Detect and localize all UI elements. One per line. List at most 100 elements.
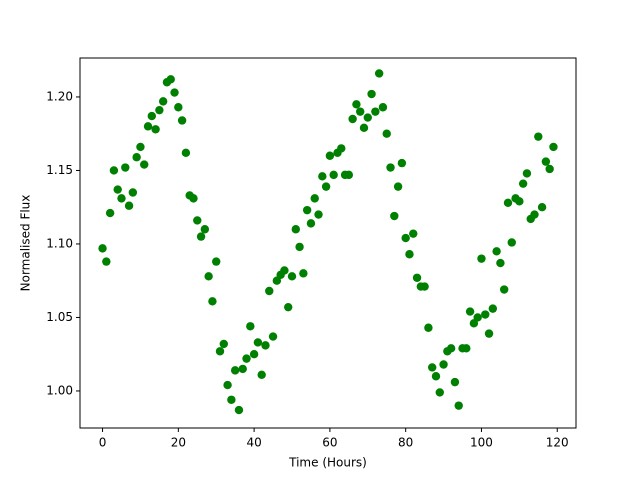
data-point xyxy=(117,194,126,203)
data-point xyxy=(295,242,304,252)
data-point xyxy=(397,158,407,168)
data-point xyxy=(318,172,327,181)
plot-frame xyxy=(79,57,577,429)
data-point xyxy=(537,203,547,212)
x-tick-label: 20 xyxy=(171,436,186,450)
data-point xyxy=(136,142,145,152)
data-point xyxy=(359,123,369,133)
data-point xyxy=(374,69,384,78)
y-tick-label: 1.00 xyxy=(46,383,73,397)
data-point xyxy=(382,129,391,138)
data-point xyxy=(155,105,164,115)
data-point xyxy=(465,307,475,316)
data-point xyxy=(242,354,251,363)
data-point xyxy=(431,372,441,381)
data-point xyxy=(151,125,160,134)
data-point xyxy=(268,332,278,341)
data-point xyxy=(428,363,437,372)
x-tick-label: 60 xyxy=(322,436,337,450)
data-point xyxy=(181,148,191,158)
data-point xyxy=(121,163,130,172)
data-point xyxy=(208,297,217,306)
data-point xyxy=(314,210,323,219)
data-point xyxy=(98,244,107,253)
data-point xyxy=(280,266,289,275)
data-point xyxy=(499,285,509,294)
data-point xyxy=(356,107,365,116)
data-point xyxy=(249,350,259,359)
data-point xyxy=(215,347,225,356)
data-point xyxy=(227,395,236,404)
data-point xyxy=(420,282,429,291)
data-point xyxy=(174,103,183,112)
data-point xyxy=(435,388,444,397)
data-point xyxy=(518,179,528,188)
data-point xyxy=(454,401,463,410)
data-point xyxy=(515,197,524,206)
x-axis-label: Time (Hours) xyxy=(288,456,367,470)
data-point xyxy=(348,114,357,124)
x-tick-label: 100 xyxy=(470,436,493,450)
data-point xyxy=(321,182,331,191)
data-point xyxy=(177,116,187,125)
data-point xyxy=(496,258,505,268)
data-point xyxy=(253,338,263,347)
data-point xyxy=(378,103,388,112)
x-tick-label: 120 xyxy=(546,436,569,450)
data-point xyxy=(424,323,433,332)
y-tick-label: 1.10 xyxy=(46,236,73,250)
data-point xyxy=(147,111,157,121)
data-point xyxy=(541,157,551,166)
data-point xyxy=(405,250,414,259)
data-point xyxy=(302,205,312,215)
data-point xyxy=(503,198,513,207)
data-point xyxy=(257,370,266,379)
data-point xyxy=(549,142,558,152)
data-point xyxy=(530,210,539,219)
data-point xyxy=(439,360,448,369)
data-point xyxy=(462,344,471,353)
data-point xyxy=(363,113,372,122)
data-point xyxy=(492,247,501,256)
data-point xyxy=(481,310,490,319)
data-point xyxy=(196,232,206,241)
data-point xyxy=(401,233,410,243)
y-axis-label: Normalised Flux xyxy=(19,195,33,292)
data-point xyxy=(105,208,115,218)
data-point xyxy=(337,144,346,153)
data-point xyxy=(143,122,153,131)
data-point xyxy=(325,151,335,160)
data-point xyxy=(132,153,141,162)
data-point xyxy=(193,216,202,225)
data-point xyxy=(219,339,228,349)
data-point xyxy=(102,257,111,266)
data-point xyxy=(344,170,354,180)
data-point xyxy=(352,100,361,109)
y-tick-label: 1.20 xyxy=(46,89,73,103)
data-point xyxy=(291,225,300,234)
data-point xyxy=(140,160,149,169)
data-point xyxy=(412,273,422,282)
data-point xyxy=(113,185,122,194)
data-point xyxy=(473,313,482,322)
data-point xyxy=(284,302,293,312)
data-point xyxy=(522,169,532,178)
data-point xyxy=(507,238,516,247)
data-point xyxy=(310,194,319,203)
data-point xyxy=(306,219,316,228)
data-point xyxy=(204,272,213,281)
data-point xyxy=(390,211,399,221)
data-point xyxy=(329,170,338,180)
data-point xyxy=(166,75,175,84)
data-point xyxy=(488,304,498,313)
data-point xyxy=(234,405,244,415)
data-point xyxy=(446,344,456,353)
data-point xyxy=(170,88,179,97)
x-tick-label: 40 xyxy=(246,436,261,450)
data-point xyxy=(128,188,138,197)
x-tick-label: 80 xyxy=(398,436,413,450)
data-point xyxy=(109,166,119,175)
y-tick-label: 1.15 xyxy=(46,163,73,177)
